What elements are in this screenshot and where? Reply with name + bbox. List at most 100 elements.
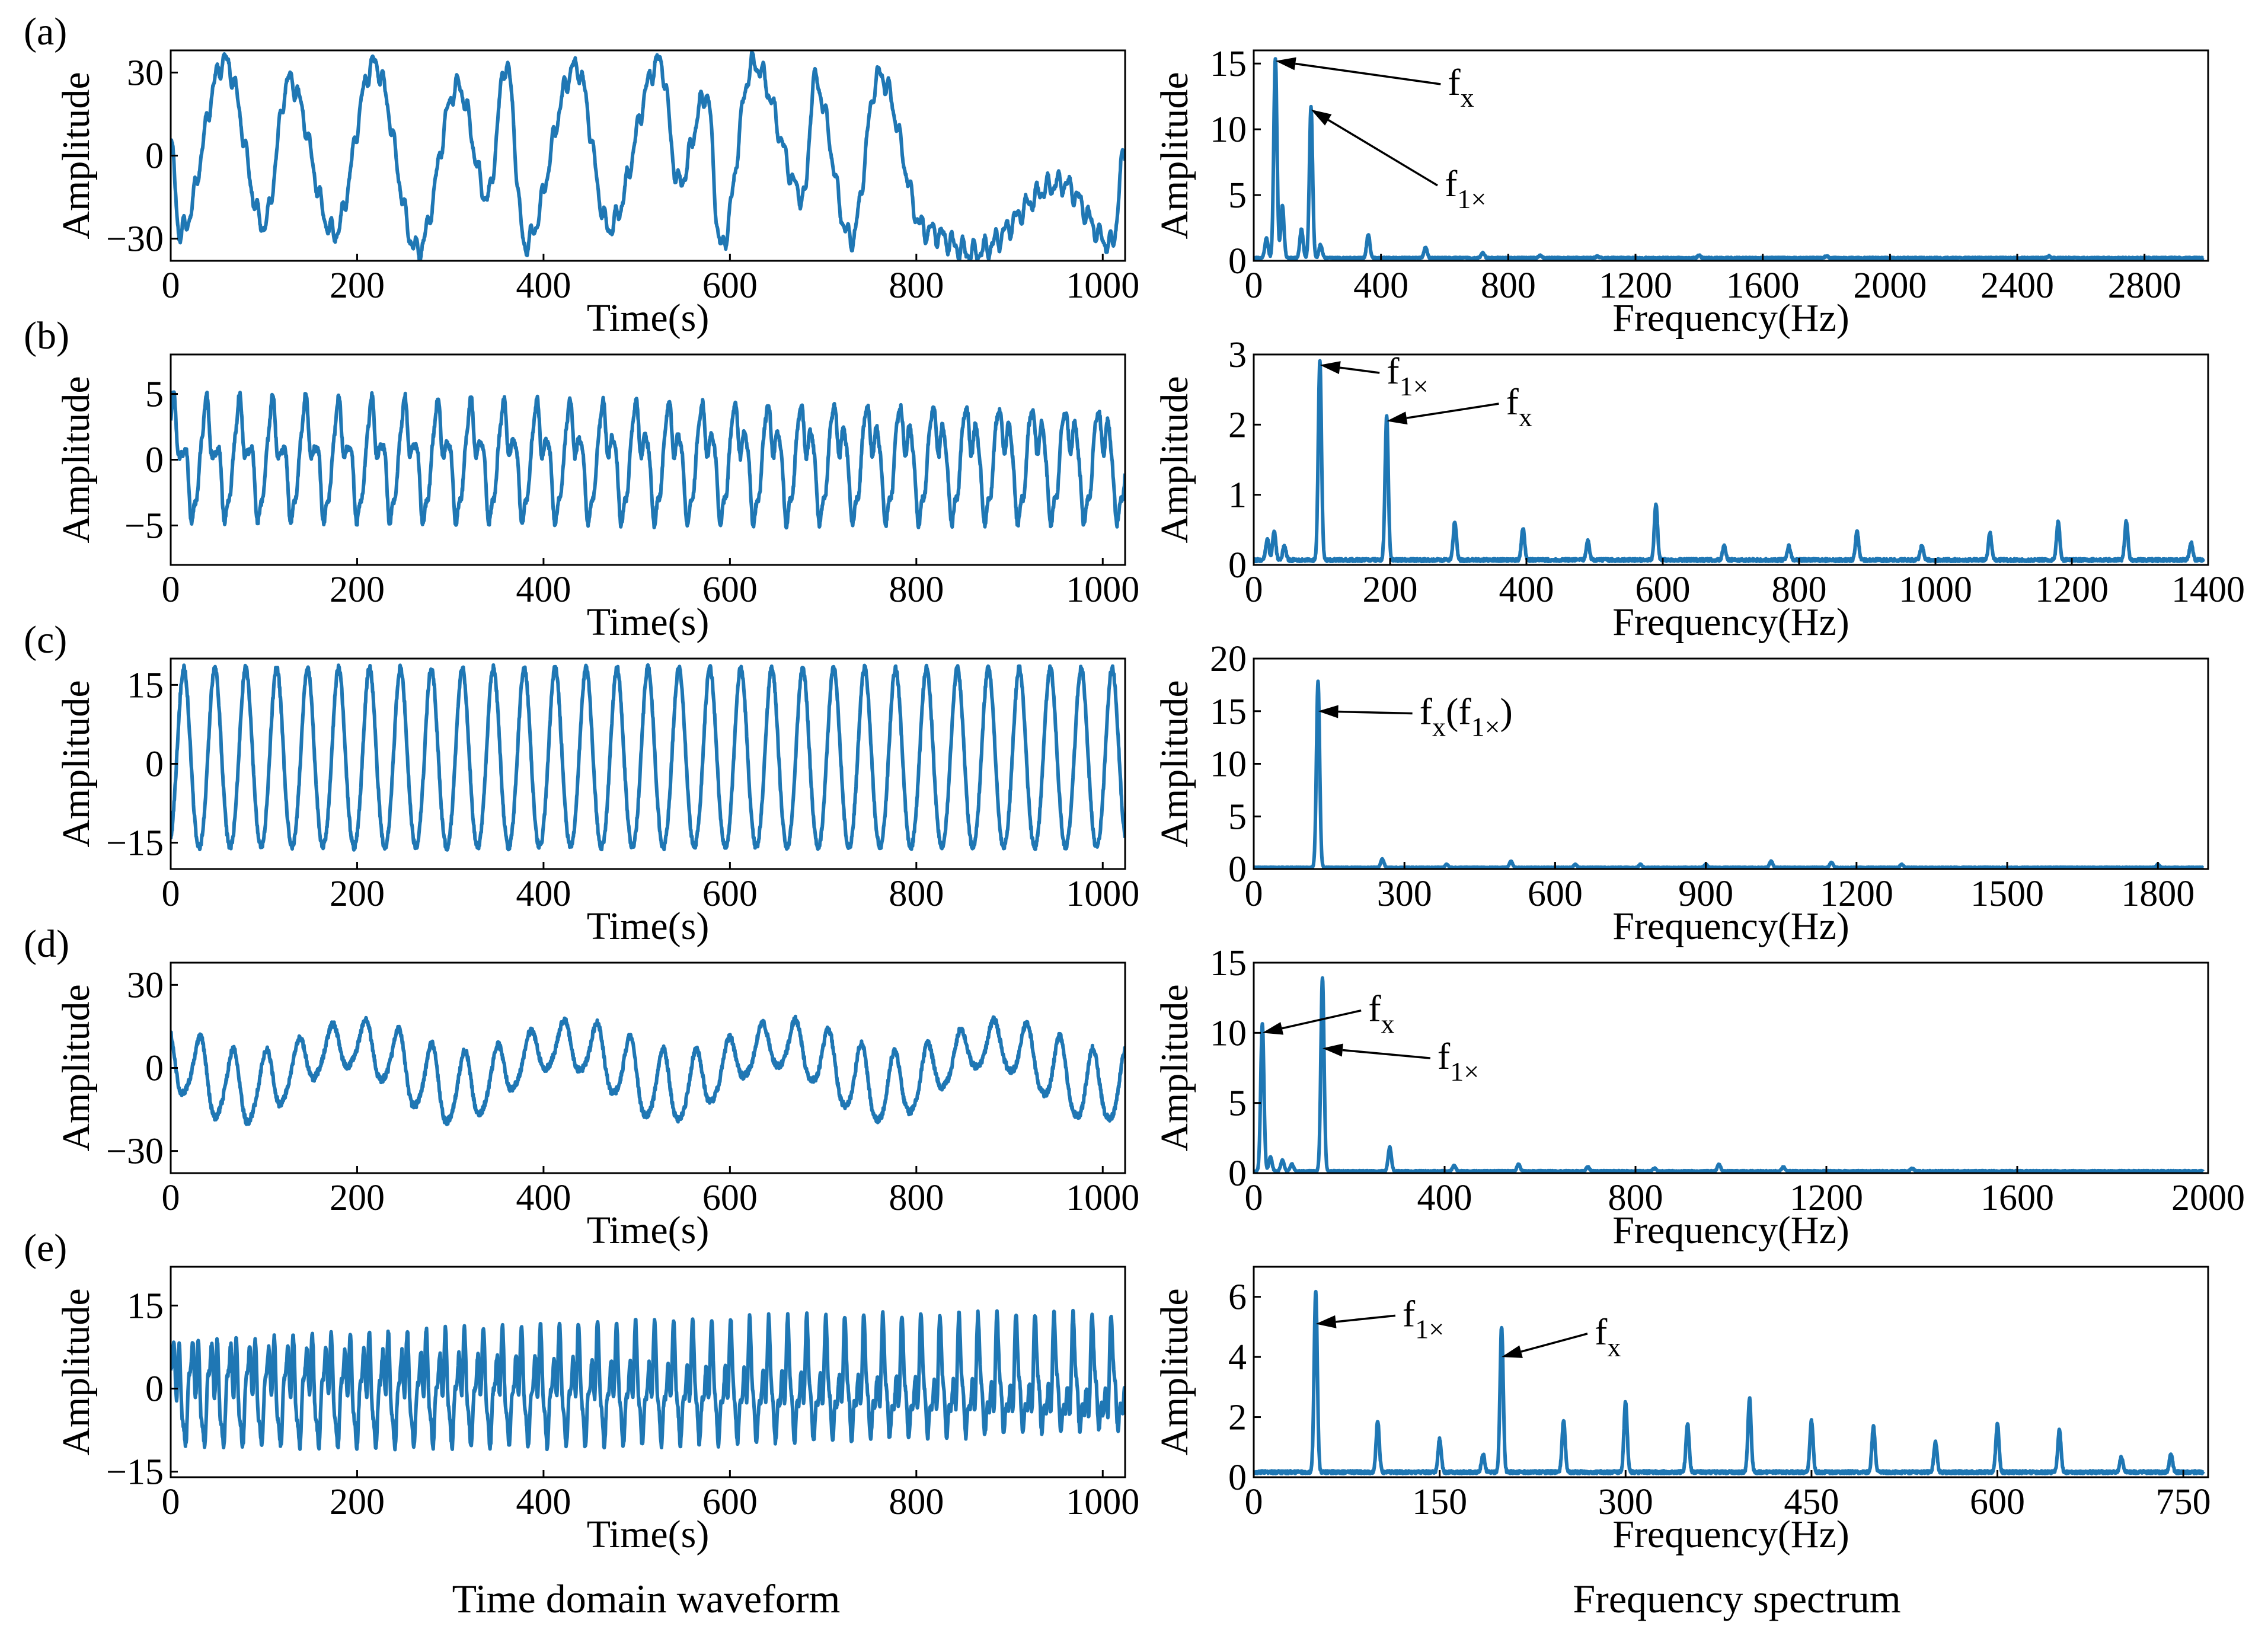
chart-4-freq: 0 400 800 1200 1600 2000 0 5 10 15 Frequency(Hz) Am… xyxy=(1153,943,2245,1252)
x-tick-label: 1400 xyxy=(2171,570,2245,610)
x-tick-label: 200 xyxy=(330,874,385,914)
annotation-arrow xyxy=(1406,402,1499,419)
x-tick-label: 400 xyxy=(1353,266,1408,306)
y-tick-label: 15 xyxy=(1210,44,1247,84)
x-tick-label: 200 xyxy=(330,1178,385,1218)
x-tick-label: 2000 xyxy=(2171,1178,2245,1218)
y-tick-label: 0 xyxy=(1228,849,1247,890)
y-tick-label: 5 xyxy=(1228,1084,1247,1124)
y-tick-label: 5 xyxy=(145,375,164,415)
x-tick-label: 400 xyxy=(1499,570,1554,610)
y-tick-label: 0 xyxy=(145,1049,164,1089)
x-tick-label: 800 xyxy=(889,1178,944,1218)
series-line xyxy=(1254,679,2205,869)
x-tick-label: 600 xyxy=(702,266,758,306)
y-tick-label: 0 xyxy=(1228,545,1247,586)
annotation-label: fx xyxy=(1506,381,1532,432)
x-tick-label: 800 xyxy=(889,570,944,610)
chart-4-time: 0 200 400 600 800 1000 −30 0 30 Time(s) Amplitude (… xyxy=(24,922,1139,1252)
annotation-label: f1× xyxy=(1387,350,1428,401)
y-tick-label: 10 xyxy=(1210,745,1247,785)
y-tick-label: 0 xyxy=(1228,1154,1247,1194)
x-tick-label: 2400 xyxy=(1980,266,2054,306)
annotation-arrow xyxy=(1520,1333,1588,1353)
x-tick-label: 400 xyxy=(516,570,571,610)
x-tick-label: 800 xyxy=(889,266,944,306)
x-tick-label: 0 xyxy=(162,1178,180,1218)
y-tick-label: 0 xyxy=(145,1369,164,1410)
x-tick-label: 1000 xyxy=(1066,266,1139,306)
x-tick-label: 1000 xyxy=(1899,570,1972,610)
y-tick-label: 5 xyxy=(1228,175,1247,216)
chart-2-time: 0 200 400 600 800 1000 −5 0 5 Time(s) Amplitude (b) xyxy=(24,314,1139,644)
x-axis-label: Time(s) xyxy=(587,1209,710,1252)
series-line xyxy=(171,1308,1125,1452)
y-axis-label: Amplitude xyxy=(1153,984,1196,1151)
annotation-arrow xyxy=(1338,710,1413,715)
y-tick-label: 15 xyxy=(1210,692,1247,732)
chart-3-freq: 0 300 600 900 1200 1500 1800 0 5 10 15 20 Frequency(… xyxy=(1153,639,2209,948)
x-tick-label: 900 xyxy=(1678,874,1733,914)
x-tick-label: 0 xyxy=(1245,1178,1263,1218)
x-tick-label: 800 xyxy=(1772,570,1827,610)
annotation-arrowhead xyxy=(1315,1315,1337,1328)
y-tick-label: 10 xyxy=(1210,110,1247,150)
x-tick-label: 1200 xyxy=(2035,570,2109,610)
x-tick-label: 0 xyxy=(162,266,180,306)
x-tick-label: 1000 xyxy=(1066,570,1139,610)
x-axis-label: Time(s) xyxy=(587,905,710,948)
annotation-arrowhead xyxy=(1318,705,1339,718)
x-axis-label: Time(s) xyxy=(587,600,710,644)
x-tick-label: 600 xyxy=(702,1482,758,1522)
annotation-arrow xyxy=(1282,1009,1362,1030)
chart-5-time: 0 200 400 600 800 1000−15015Time(s)Amplitude(… xyxy=(24,1226,1139,1556)
y-tick-label: 3 xyxy=(1228,335,1247,375)
series-line xyxy=(1254,1289,2205,1475)
y-tick-label: 2 xyxy=(1228,1398,1247,1438)
x-tick-label: 800 xyxy=(1481,266,1536,306)
y-tick-label: 15 xyxy=(127,665,164,705)
series-line xyxy=(171,50,1125,261)
x-tick-label: 1200 xyxy=(1790,1178,1863,1218)
x-tick-label: 2000 xyxy=(1853,266,1927,306)
x-tick-label: 400 xyxy=(516,1482,571,1522)
x-tick-label: 200 xyxy=(330,266,385,306)
plot-frame xyxy=(1253,353,2209,566)
annotation-label: f1× xyxy=(1403,1292,1444,1344)
x-tick-label: 600 xyxy=(702,1178,758,1218)
x-axis-label: Frequency(Hz) xyxy=(1612,905,1849,948)
chart-3-time: 0 200 400 600 800 1000 −15 0 15 Time(s) Amplitude (… xyxy=(24,618,1139,948)
annotation-label: fx(f1×) xyxy=(1420,691,1513,742)
series-line xyxy=(171,390,1125,530)
chart-1-freq: 0 400 800 1200 1600 2000 2400 2800 0 5 10 15 Frequen… xyxy=(1153,44,2209,340)
annotation-arrow xyxy=(1327,119,1438,187)
y-tick-label: 0 xyxy=(145,440,164,481)
panel-label: (d) xyxy=(24,922,69,966)
y-tick-label: 2 xyxy=(1228,405,1247,445)
x-tick-label: 800 xyxy=(1608,1178,1663,1218)
x-tick-label: 600 xyxy=(702,570,758,610)
annotation-label: f1× xyxy=(1445,162,1486,214)
x-tick-label: 150 xyxy=(1412,1482,1467,1522)
plot-frame xyxy=(1253,657,2209,870)
annotation-arrowhead xyxy=(1311,109,1332,126)
x-tick-label: 0 xyxy=(1245,874,1263,914)
y-axis-label: Amplitude xyxy=(55,1288,98,1455)
annotation-arrow xyxy=(1295,62,1441,85)
x-tick-label: 600 xyxy=(702,874,758,914)
chart-2-freq: 0 200 400 600 800 1000 1200 1400 0 1 2 3 Frequency(H… xyxy=(1153,335,2245,644)
x-axis-label: Time(s) xyxy=(587,296,710,340)
x-tick-label: 0 xyxy=(1245,1482,1263,1522)
y-tick-label: 0 xyxy=(1228,241,1247,282)
y-tick-label: 0 xyxy=(1228,1458,1247,1498)
x-axis-label: Frequency(Hz) xyxy=(1612,600,1849,644)
y-tick-label: 6 xyxy=(1228,1277,1247,1318)
y-axis-label: Amplitude xyxy=(1153,376,1196,543)
x-tick-label: 2800 xyxy=(2108,266,2181,306)
x-tick-label: 600 xyxy=(1970,1482,2025,1522)
x-tick-label: 1200 xyxy=(1820,874,1893,914)
series-line xyxy=(1254,359,2205,564)
x-axis-label: Frequency(Hz) xyxy=(1612,1209,1849,1252)
panel-label: (a) xyxy=(24,10,67,53)
y-tick-label: 5 xyxy=(1228,797,1247,837)
